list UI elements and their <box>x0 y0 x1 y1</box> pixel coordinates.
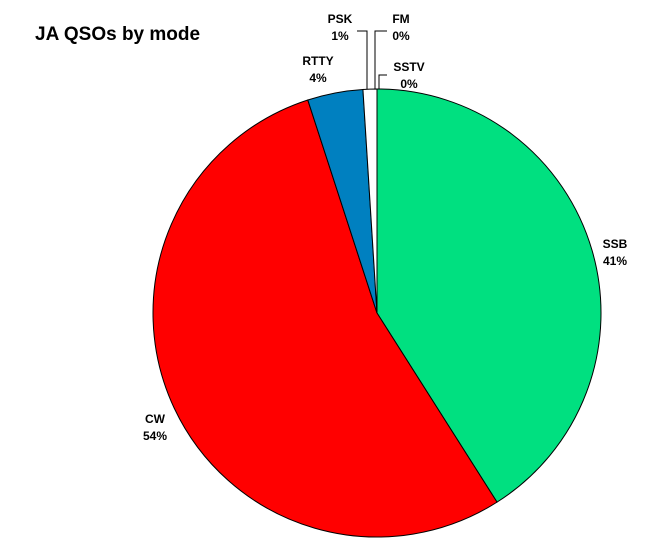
slice-label: SSB <box>603 237 628 251</box>
slice-label: FM <box>392 12 409 26</box>
leader-line <box>378 74 387 92</box>
slice-value-label: 0% <box>392 29 410 43</box>
pie-slice <box>152 99 498 538</box>
slice-value-label: 1% <box>331 29 349 43</box>
slice-label: SSTV <box>393 60 424 74</box>
chart-title: JA QSOs by mode <box>35 24 200 45</box>
leader-line <box>357 30 368 92</box>
slice-value-label: 54% <box>143 429 167 443</box>
slice-label: RTTY <box>302 54 333 68</box>
slice-value-label: 0% <box>400 77 418 91</box>
leader-line <box>374 30 387 92</box>
slice-value-label: 4% <box>309 71 327 85</box>
slice-value-label: 41% <box>603 254 627 268</box>
pie-slice <box>376 88 602 503</box>
slice-label: CW <box>145 412 166 426</box>
slice-label: PSK <box>328 12 353 26</box>
